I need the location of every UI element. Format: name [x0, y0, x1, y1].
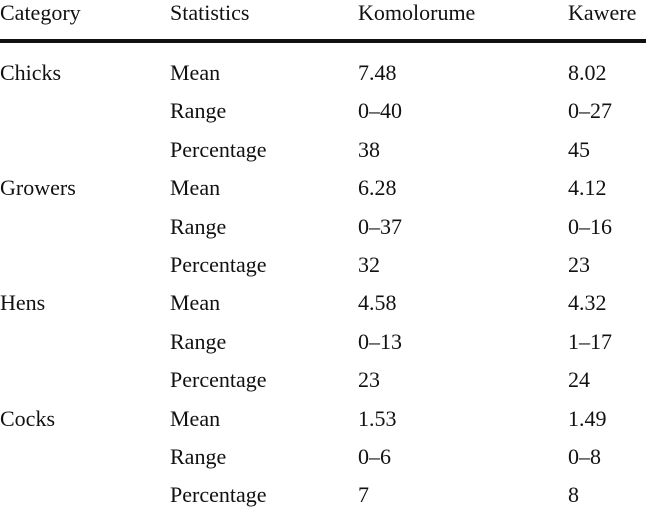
category-cell: Cocks: [0, 405, 55, 431]
komolorume-cell: 4.58: [358, 290, 397, 316]
statistic-cell: Percentage: [170, 367, 267, 393]
kawere-cell: 23: [568, 252, 590, 277]
statistic-cell: Percentage: [170, 252, 267, 277]
kawere-cell: 4.32: [568, 290, 607, 316]
header-statistics: Statistics: [170, 0, 250, 25]
komolorume-cell: 0–37: [358, 213, 402, 239]
statistic-cell: Range: [170, 444, 227, 469]
statistic-cell: Percentage: [170, 482, 267, 508]
header-category: Category: [0, 0, 81, 25]
header-rule: [0, 39, 646, 43]
komolorume-cell: 23: [358, 367, 380, 393]
kawere-cell: 1.49: [568, 405, 607, 431]
statistic-cell: Mean: [170, 290, 221, 316]
kawere-cell: 8.02: [568, 60, 607, 85]
statistic-cell: Range: [170, 213, 227, 239]
kawere-cell: 8: [568, 482, 579, 508]
kawere-cell: 0–27: [568, 98, 612, 124]
category-cell: Growers: [0, 175, 76, 201]
kawere-cell: 1–17: [568, 328, 612, 354]
komolorume-cell: 0–6: [358, 444, 391, 469]
statistic-cell: Mean: [170, 60, 221, 85]
kawere-cell: 0–8: [568, 444, 601, 469]
kawere-cell: 24: [568, 367, 590, 393]
kawere-cell: 0–16: [568, 213, 612, 239]
komolorume-cell: 7.48: [358, 60, 397, 85]
kawere-cell: 4.12: [568, 175, 607, 201]
komolorume-cell: 32: [358, 252, 380, 277]
kawere-cell: 45: [568, 136, 590, 162]
komolorume-cell: 1.53: [358, 405, 397, 431]
komolorume-cell: 7: [358, 482, 369, 508]
komolorume-cell: 38: [358, 136, 380, 162]
header-kawere: Kawere: [568, 0, 637, 25]
statistic-cell: Range: [170, 328, 227, 354]
statistic-cell: Percentage: [170, 136, 267, 162]
statistic-cell: Range: [170, 98, 227, 124]
statistic-cell: Mean: [170, 405, 221, 431]
header-komolorume: Komolorume: [358, 0, 476, 25]
komolorume-cell: 0–13: [358, 328, 402, 354]
statistic-cell: Mean: [170, 175, 221, 201]
komolorume-cell: 0–40: [358, 98, 402, 124]
category-cell: Chicks: [0, 60, 62, 85]
category-cell: Hens: [0, 290, 46, 316]
komolorume-cell: 6.28: [358, 175, 397, 201]
